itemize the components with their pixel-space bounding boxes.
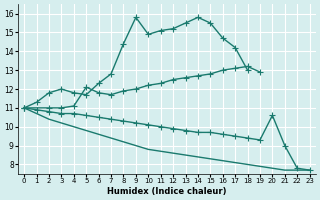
X-axis label: Humidex (Indice chaleur): Humidex (Indice chaleur) bbox=[107, 187, 227, 196]
